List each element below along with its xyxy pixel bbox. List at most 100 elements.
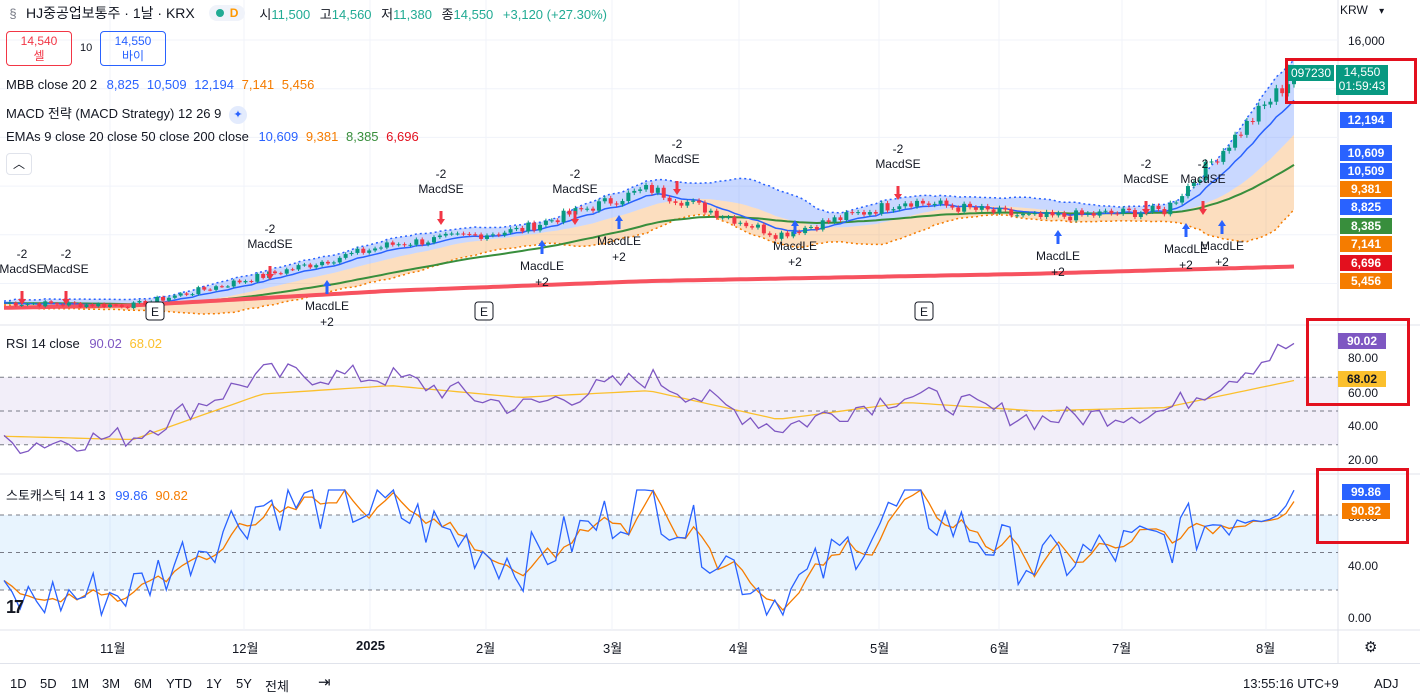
stoch-legend[interactable]: 스토캐스틱 14 1 3 99.86 90.82 bbox=[6, 485, 188, 504]
short-signal-qty: -2 bbox=[570, 167, 581, 181]
long-signal-arrow bbox=[538, 240, 546, 254]
symbol-logo-icon: § bbox=[9, 5, 17, 21]
candle-body bbox=[184, 293, 189, 295]
earnings-marker-label: E bbox=[920, 305, 928, 319]
price-tag: 12,194 bbox=[1340, 112, 1392, 128]
candle-body bbox=[1227, 147, 1232, 151]
gear-icon[interactable]: ⚙ bbox=[1364, 639, 1378, 656]
collapse-legend-button[interactable]: ︿ bbox=[6, 153, 32, 175]
candle-body bbox=[644, 185, 649, 190]
candle-body bbox=[738, 222, 743, 224]
candle-body bbox=[526, 222, 531, 232]
rsi-legend[interactable]: RSI 14 close 90.02 68.02 bbox=[6, 336, 162, 351]
clock-readout[interactable]: 13:55:16 UTC+9 bbox=[1243, 676, 1339, 691]
candle-body bbox=[1191, 182, 1196, 187]
candle-body bbox=[1209, 161, 1214, 163]
earnings-marker bbox=[914, 301, 934, 321]
short-signal-arrow bbox=[266, 266, 274, 280]
price-tag: 5,456 bbox=[1340, 273, 1392, 289]
candle-body bbox=[1250, 121, 1255, 123]
candle-body bbox=[973, 207, 978, 210]
candle-body bbox=[190, 294, 195, 296]
candle-body bbox=[237, 280, 242, 283]
emas-legend[interactable]: EMAs 9 close 20 close 50 close 200 close… bbox=[6, 129, 419, 144]
macd-legend[interactable]: MACD 전략 (MACD Strategy) 12 26 9 ✦ bbox=[6, 103, 247, 124]
short-signal-arrow bbox=[1142, 201, 1150, 215]
ema-200-line bbox=[3, 264, 1295, 310]
candle-body bbox=[490, 234, 495, 236]
long-signal-label: MacdLE bbox=[305, 299, 349, 313]
candle-body bbox=[60, 304, 65, 306]
candle-body bbox=[261, 273, 266, 278]
strategy-settings-icon[interactable]: ✦ bbox=[229, 106, 247, 124]
short-signal-label: MacdSE bbox=[552, 182, 597, 196]
candle-body bbox=[549, 220, 554, 222]
long-signal-qty: +2 bbox=[535, 275, 549, 289]
bar-countdown: 01:59:43 bbox=[1338, 79, 1386, 93]
long-signal-qty: +2 bbox=[320, 315, 334, 329]
candle-body bbox=[219, 286, 224, 288]
currency-select[interactable]: KRW ▾ bbox=[1340, 3, 1390, 17]
short-signal-qty: -2 bbox=[17, 247, 28, 261]
range-3m-button[interactable]: 3M bbox=[102, 676, 121, 691]
ema-value: 10,609 bbox=[258, 129, 299, 144]
mbb-legend[interactable]: MBB close 20 2 8,825 10,509 12,194 7,141… bbox=[6, 77, 314, 92]
price-tag: 6,696 bbox=[1340, 255, 1392, 271]
candle-body bbox=[626, 192, 631, 202]
candle-body bbox=[956, 207, 961, 212]
candle-body bbox=[1003, 207, 1008, 210]
candle-body bbox=[208, 289, 213, 291]
last-price-tag: 097230 14,550 01:59:43 bbox=[1288, 61, 1419, 97]
order-quantity[interactable]: 10 bbox=[80, 42, 93, 54]
short-signal-label: MacdSE bbox=[418, 182, 463, 196]
ema-value: 6,696 bbox=[386, 129, 419, 144]
rsi-name: RSI 14 close bbox=[6, 336, 80, 351]
candle-body bbox=[679, 202, 684, 206]
candle-body bbox=[66, 302, 71, 306]
candle-body bbox=[808, 226, 813, 228]
range-1m-button[interactable]: 1M bbox=[71, 676, 90, 691]
candle-body bbox=[850, 212, 855, 214]
short-signal-qty: -2 bbox=[436, 167, 447, 181]
short-signal-arrow bbox=[437, 211, 445, 225]
candle-body bbox=[985, 206, 990, 210]
close-label: 종 bbox=[441, 6, 454, 22]
sell-button[interactable]: 14,540 셀 bbox=[6, 31, 72, 66]
mbb-upper-line bbox=[3, 59, 1295, 302]
candle-body bbox=[702, 202, 707, 213]
range-1d-button[interactable]: 1D bbox=[10, 676, 27, 691]
candle-body bbox=[7, 302, 12, 304]
candle-body bbox=[1044, 211, 1049, 217]
range-1y-button[interactable]: 1Y bbox=[206, 676, 222, 691]
time-axis-label: 5월 bbox=[870, 641, 890, 656]
long-signal-label: MacdLE bbox=[1036, 249, 1080, 263]
candle-body bbox=[272, 271, 277, 274]
candle-body bbox=[891, 209, 896, 211]
symbol-title[interactable]: HJ중공업보통주 · 1날 · KRX bbox=[26, 5, 195, 21]
candle-body bbox=[337, 257, 342, 263]
time-axis-label: 4월 bbox=[729, 641, 749, 656]
range-5d-button[interactable]: 5D bbox=[40, 676, 57, 691]
adj-toggle[interactable]: ADJ bbox=[1374, 676, 1399, 691]
mbb-name: MBB close 20 2 bbox=[6, 77, 98, 92]
buy-button[interactable]: 14,550 바이 bbox=[100, 31, 166, 66]
candle-body bbox=[278, 273, 283, 275]
range-6m-button[interactable]: 6M bbox=[134, 676, 153, 691]
candle-body bbox=[349, 252, 354, 255]
candle-body bbox=[1244, 121, 1249, 135]
candle-body bbox=[355, 248, 360, 253]
range-ytd-button[interactable]: YTD bbox=[166, 676, 192, 691]
tradingview-logo-icon[interactable]: 17 bbox=[6, 597, 24, 617]
candle-body bbox=[119, 305, 124, 308]
bottom-toolbar: 1D 5D 1M 3M 6M YTD 1Y 5Y 전체 ⇥ 13:55:16 U… bbox=[0, 663, 1420, 693]
price-tag: 10,609 bbox=[1340, 145, 1392, 161]
range-all-button[interactable]: 전체 bbox=[265, 679, 289, 693]
candle-body bbox=[579, 208, 584, 210]
goto-date-icon[interactable]: ⇥ bbox=[318, 674, 331, 691]
short-signal-label: MacdSE bbox=[1180, 172, 1225, 186]
candle-body bbox=[1050, 211, 1055, 216]
range-5y-button[interactable]: 5Y bbox=[236, 676, 252, 691]
earnings-marker-label: E bbox=[480, 305, 488, 319]
candle-body bbox=[862, 212, 866, 215]
